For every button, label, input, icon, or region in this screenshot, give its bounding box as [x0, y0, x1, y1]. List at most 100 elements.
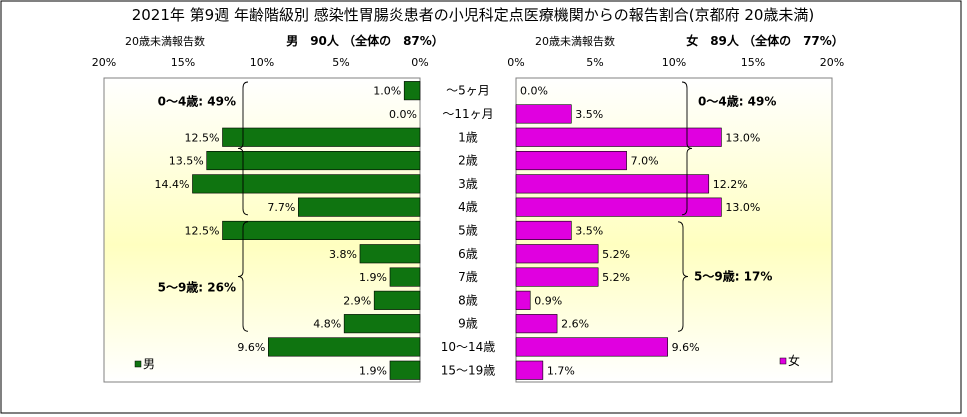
category-label: 8歳: [458, 293, 478, 307]
female-value-label: 1.7%: [547, 364, 575, 377]
tick-label-left: 10%: [250, 56, 274, 69]
male-value-label: 12.5%: [185, 131, 220, 144]
male-bar: [222, 127, 421, 147]
male-bars: [192, 81, 421, 380]
category-label: 9歳: [458, 317, 478, 331]
male-bar: [359, 244, 421, 264]
tick-label-left: 15%: [171, 56, 195, 69]
header-right-count-label: 20歳未満報告数: [535, 35, 615, 48]
male-bar: [206, 151, 421, 171]
female-value-label: 0.9%: [534, 294, 562, 307]
tick-labels-right: 0% 5% 10% 15% 20%: [507, 56, 844, 69]
age-group-brackets: 0～4歳: 49% 5～9歳: 26% 0～4歳: 49% 5～9歳: 17%: [158, 81, 776, 332]
male-value-label: 14.4%: [155, 178, 190, 191]
female-bar: [515, 127, 722, 147]
tick-label-right: 20%: [820, 56, 844, 69]
female-value-label: 5.2%: [602, 271, 630, 284]
header-female-total: 女 89人 （全体の 77%）: [686, 33, 844, 48]
female-value-label: 12.2%: [713, 178, 748, 191]
male-group-label: 5～9歳: 26%: [158, 280, 236, 295]
male-bar: [192, 174, 421, 194]
female-value-label: 3.5%: [575, 108, 603, 121]
category-label: 2歳: [458, 154, 478, 168]
female-bar: [515, 314, 558, 334]
legend-male-label: 男: [143, 357, 155, 371]
female-group-label: 5～9歳: 17%: [694, 269, 772, 284]
male-value-label: 13.5%: [169, 155, 204, 168]
female-bar: [515, 290, 531, 310]
female-bar: [515, 104, 572, 124]
category-label: 5歳: [458, 223, 478, 237]
male-bar: [389, 267, 421, 287]
male-value-label: 12.5%: [185, 224, 220, 237]
male-bar: [268, 337, 421, 357]
male-value-label: 2.9%: [343, 294, 371, 307]
female-value-label: 13.0%: [725, 201, 760, 214]
category-label: ～5ヶ月: [446, 84, 490, 98]
female-bar: [515, 197, 722, 217]
category-label: ～11ヶ月: [442, 107, 493, 121]
female-value-label: 7.0%: [631, 155, 659, 168]
header-male-total: 男 90人 （全体の 87%）: [286, 33, 444, 48]
category-label: 4歳: [458, 200, 478, 214]
female-value-label: 13.0%: [725, 131, 760, 144]
female-bar: [515, 337, 668, 357]
male-value-label: 7.7%: [267, 201, 295, 214]
male-value-label: 1.0%: [373, 85, 401, 98]
group-bracket: [237, 81, 249, 216]
male-bar: [298, 197, 421, 217]
female-value-label: 5.2%: [602, 248, 630, 261]
female-value-labels: 0.0% 3.5% 13.0% 7.0% 12.2% 13.0% 3.5% 5.2% 5.2% 0…: [520, 85, 760, 378]
female-value-label: 0.0%: [520, 85, 548, 98]
male-value-labels: 1.0% 0.0% 12.5% 13.5% 14.4% 7.7% 12.5% 3.8% 1.9%…: [155, 85, 417, 378]
category-label: 1歳: [458, 130, 478, 144]
male-bar: [343, 314, 421, 334]
female-bars: [515, 104, 722, 380]
tick-label-right: 5%: [586, 56, 603, 69]
category-label: 10～14歳: [441, 340, 496, 354]
male-value-label: 9.6%: [237, 341, 265, 354]
male-bar: [389, 360, 421, 380]
male-value-label: 1.9%: [359, 364, 387, 377]
female-bar: [515, 151, 627, 171]
legend-female-label: 女: [788, 353, 800, 368]
tick-label-left: 20%: [92, 56, 116, 69]
category-label: 7歳: [458, 270, 478, 284]
group-bracket: [237, 221, 249, 332]
female-bar: [515, 174, 710, 194]
legend-female: 女: [779, 353, 800, 368]
group-bracket: [681, 81, 693, 216]
tick-label-right: 15%: [741, 56, 765, 69]
legend-male: 男: [134, 357, 155, 371]
male-value-label: 3.8%: [329, 248, 357, 261]
category-labels: ～5ヶ月 ～11ヶ月 1歳 2歳 3歳 4歳 5歳 6歳 7歳 8歳 9歳 10～14歳 15～19歳: [441, 84, 496, 378]
tick-labels-left: 20% 15% 10% 5% 0%: [92, 56, 429, 69]
male-group-label: 0～4歳: 49%: [158, 93, 236, 108]
female-value-label: 9.6%: [672, 341, 700, 354]
tick-label-right: 0%: [507, 56, 524, 69]
header-left-count-label: 20歳未満報告数: [125, 35, 205, 48]
tick-label-left: 0%: [411, 56, 428, 69]
male-value-label: 4.8%: [313, 318, 341, 331]
tick-label-left: 5%: [332, 56, 349, 69]
tick-label-right: 10%: [662, 56, 686, 69]
category-label: 15～19歳: [441, 363, 496, 377]
legend-female-swatch: [779, 357, 787, 365]
group-bracket: [677, 221, 689, 332]
category-label: 3歳: [458, 177, 478, 191]
female-bar: [515, 244, 599, 264]
female-value-label: 2.6%: [561, 318, 589, 331]
legend-male-swatch: [134, 360, 142, 368]
male-bar: [222, 220, 421, 240]
male-bar: [403, 81, 421, 101]
female-group-label: 0～4歳: 49%: [698, 93, 776, 108]
female-bar: [515, 360, 544, 380]
male-bar: [373, 290, 421, 310]
female-bar: [515, 267, 599, 287]
male-value-label: 0.0%: [389, 108, 417, 121]
chart-title: 2021年 第9週 年齢階級別 感染性胃腸炎患者の小児科定点医療機関からの報告割…: [132, 6, 815, 24]
female-value-label: 3.5%: [575, 224, 603, 237]
category-label: 6歳: [458, 247, 478, 261]
female-bar: [515, 220, 572, 240]
